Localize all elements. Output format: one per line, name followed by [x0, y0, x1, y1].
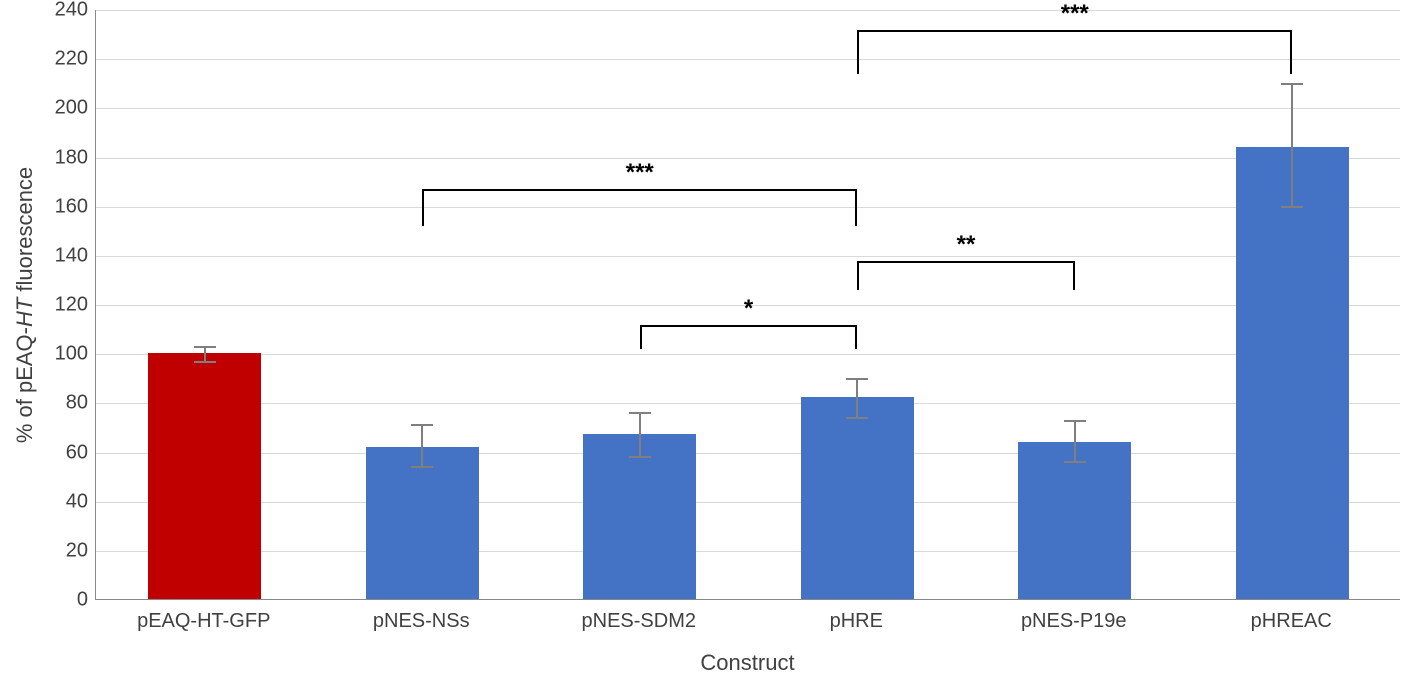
y-tick-label: 60 — [50, 441, 88, 464]
y-tick-label: 100 — [50, 343, 88, 366]
y-tick-label: 20 — [50, 539, 88, 562]
bar — [801, 397, 914, 599]
x-axis-title: Construct — [700, 650, 794, 676]
error-cap — [194, 346, 216, 348]
bar — [366, 447, 479, 599]
bar — [1018, 442, 1131, 599]
error-cap — [629, 412, 651, 414]
error-bar — [204, 347, 206, 362]
error-cap — [846, 417, 868, 419]
gridline — [96, 502, 1400, 503]
y-tick-label: 40 — [50, 490, 88, 513]
gridline — [96, 453, 1400, 454]
y-tick-label: 180 — [50, 146, 88, 169]
error-bar — [1074, 421, 1076, 463]
error-cap — [846, 378, 868, 380]
error-bar — [1291, 84, 1293, 207]
x-tick-label: pHRE — [830, 610, 883, 633]
error-cap — [411, 424, 433, 426]
error-cap — [1064, 461, 1086, 463]
significance-label: *** — [626, 159, 654, 187]
y-tick-label: 0 — [50, 589, 88, 612]
y-tick-label: 140 — [50, 244, 88, 267]
error-bar — [856, 379, 858, 418]
gridline — [96, 354, 1400, 355]
error-cap — [1281, 206, 1303, 208]
bar — [1236, 147, 1349, 599]
error-cap — [629, 456, 651, 458]
y-tick-label: 240 — [50, 0, 88, 22]
chart-container: % of pEAQ-HT fluorescence ********* Cons… — [0, 0, 1419, 695]
x-tick-label: pNES-P19e — [1021, 610, 1127, 633]
error-cap — [194, 361, 216, 363]
bar — [148, 353, 261, 599]
bar — [583, 434, 696, 599]
gridline — [96, 403, 1400, 404]
y-tick-label: 200 — [50, 97, 88, 120]
error-cap — [1281, 83, 1303, 85]
x-tick-label: pNES-SDM2 — [582, 610, 696, 633]
x-tick-label: pNES-NSs — [373, 610, 470, 633]
gridline — [96, 256, 1400, 257]
gridline — [96, 10, 1400, 11]
significance-label: *** — [1061, 0, 1089, 28]
error-cap — [1064, 420, 1086, 422]
gridline — [96, 551, 1400, 552]
plot-area: ********* — [95, 10, 1400, 600]
significance-label: * — [744, 295, 753, 323]
y-axis-title: % of pEAQ-HT fluorescence — [12, 167, 38, 443]
gridline — [96, 108, 1400, 109]
error-bar — [421, 425, 423, 467]
gridline — [96, 158, 1400, 159]
x-tick-label: pHREAC — [1251, 610, 1332, 633]
y-tick-label: 160 — [50, 195, 88, 218]
error-bar — [639, 413, 641, 457]
gridline — [96, 59, 1400, 60]
error-cap — [411, 466, 433, 468]
y-tick-label: 220 — [50, 48, 88, 71]
y-tick-label: 80 — [50, 392, 88, 415]
x-tick-label: pEAQ-HT-GFP — [137, 610, 270, 633]
significance-label: ** — [957, 231, 976, 259]
y-tick-label: 120 — [50, 294, 88, 317]
gridline — [96, 207, 1400, 208]
